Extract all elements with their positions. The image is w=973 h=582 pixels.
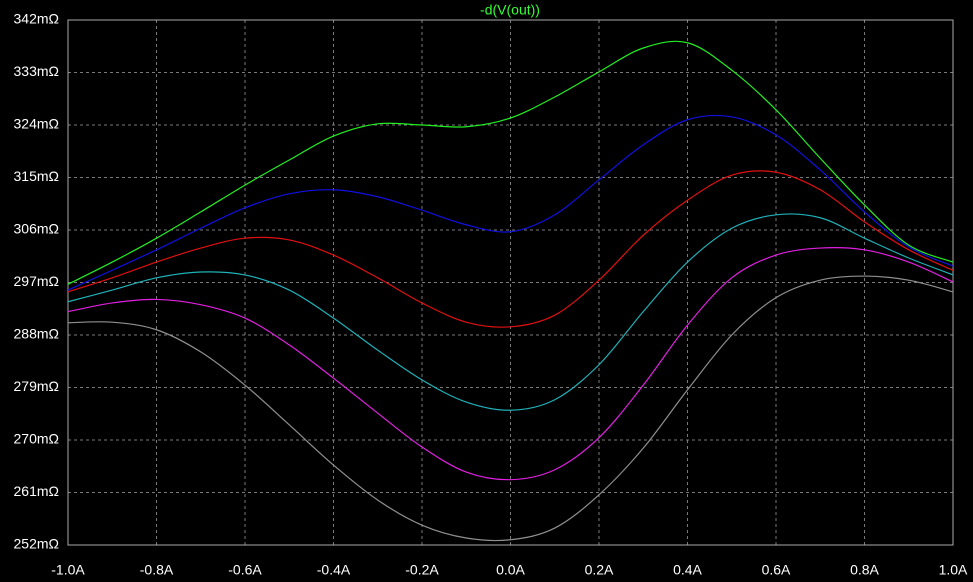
series-line: [67, 114, 954, 291]
x-tick-label: -0.8A: [140, 562, 174, 578]
chart-title: -d(V(out)): [480, 2, 540, 18]
x-tick-label: 0.6A: [762, 562, 791, 578]
y-tick-label: 270mΩ: [14, 431, 60, 447]
series-line: [67, 247, 954, 481]
y-tick-label: 288mΩ: [14, 326, 60, 342]
series-line: [67, 40, 954, 285]
series-line: [67, 213, 954, 411]
x-tick-label: -0.4A: [317, 562, 351, 578]
x-tick-label: 0.4A: [673, 562, 702, 578]
series-line: [67, 170, 954, 328]
y-tick-label: 279mΩ: [14, 378, 60, 394]
x-tick-label: -1.0A: [51, 562, 85, 578]
y-tick-label: 315mΩ: [14, 168, 60, 184]
series-line: [67, 275, 954, 542]
y-tick-label: 261mΩ: [14, 483, 60, 499]
y-tick-label: 342mΩ: [14, 11, 60, 27]
x-tick-label: 0.0A: [496, 562, 525, 578]
x-tick-label: -0.2A: [405, 562, 439, 578]
y-tick-label: 306mΩ: [14, 221, 60, 237]
x-tick-label: 1.0A: [939, 562, 968, 578]
y-tick-label: 252mΩ: [14, 536, 60, 552]
x-tick-label: -0.6A: [228, 562, 262, 578]
plot-frame: [67, 19, 954, 546]
y-tick-label: 333mΩ: [14, 63, 60, 79]
y-tick-label: 324mΩ: [14, 116, 60, 132]
x-tick-label: 0.8A: [850, 562, 879, 578]
y-tick-label: 297mΩ: [14, 273, 60, 289]
x-tick-label: 0.2A: [585, 562, 614, 578]
